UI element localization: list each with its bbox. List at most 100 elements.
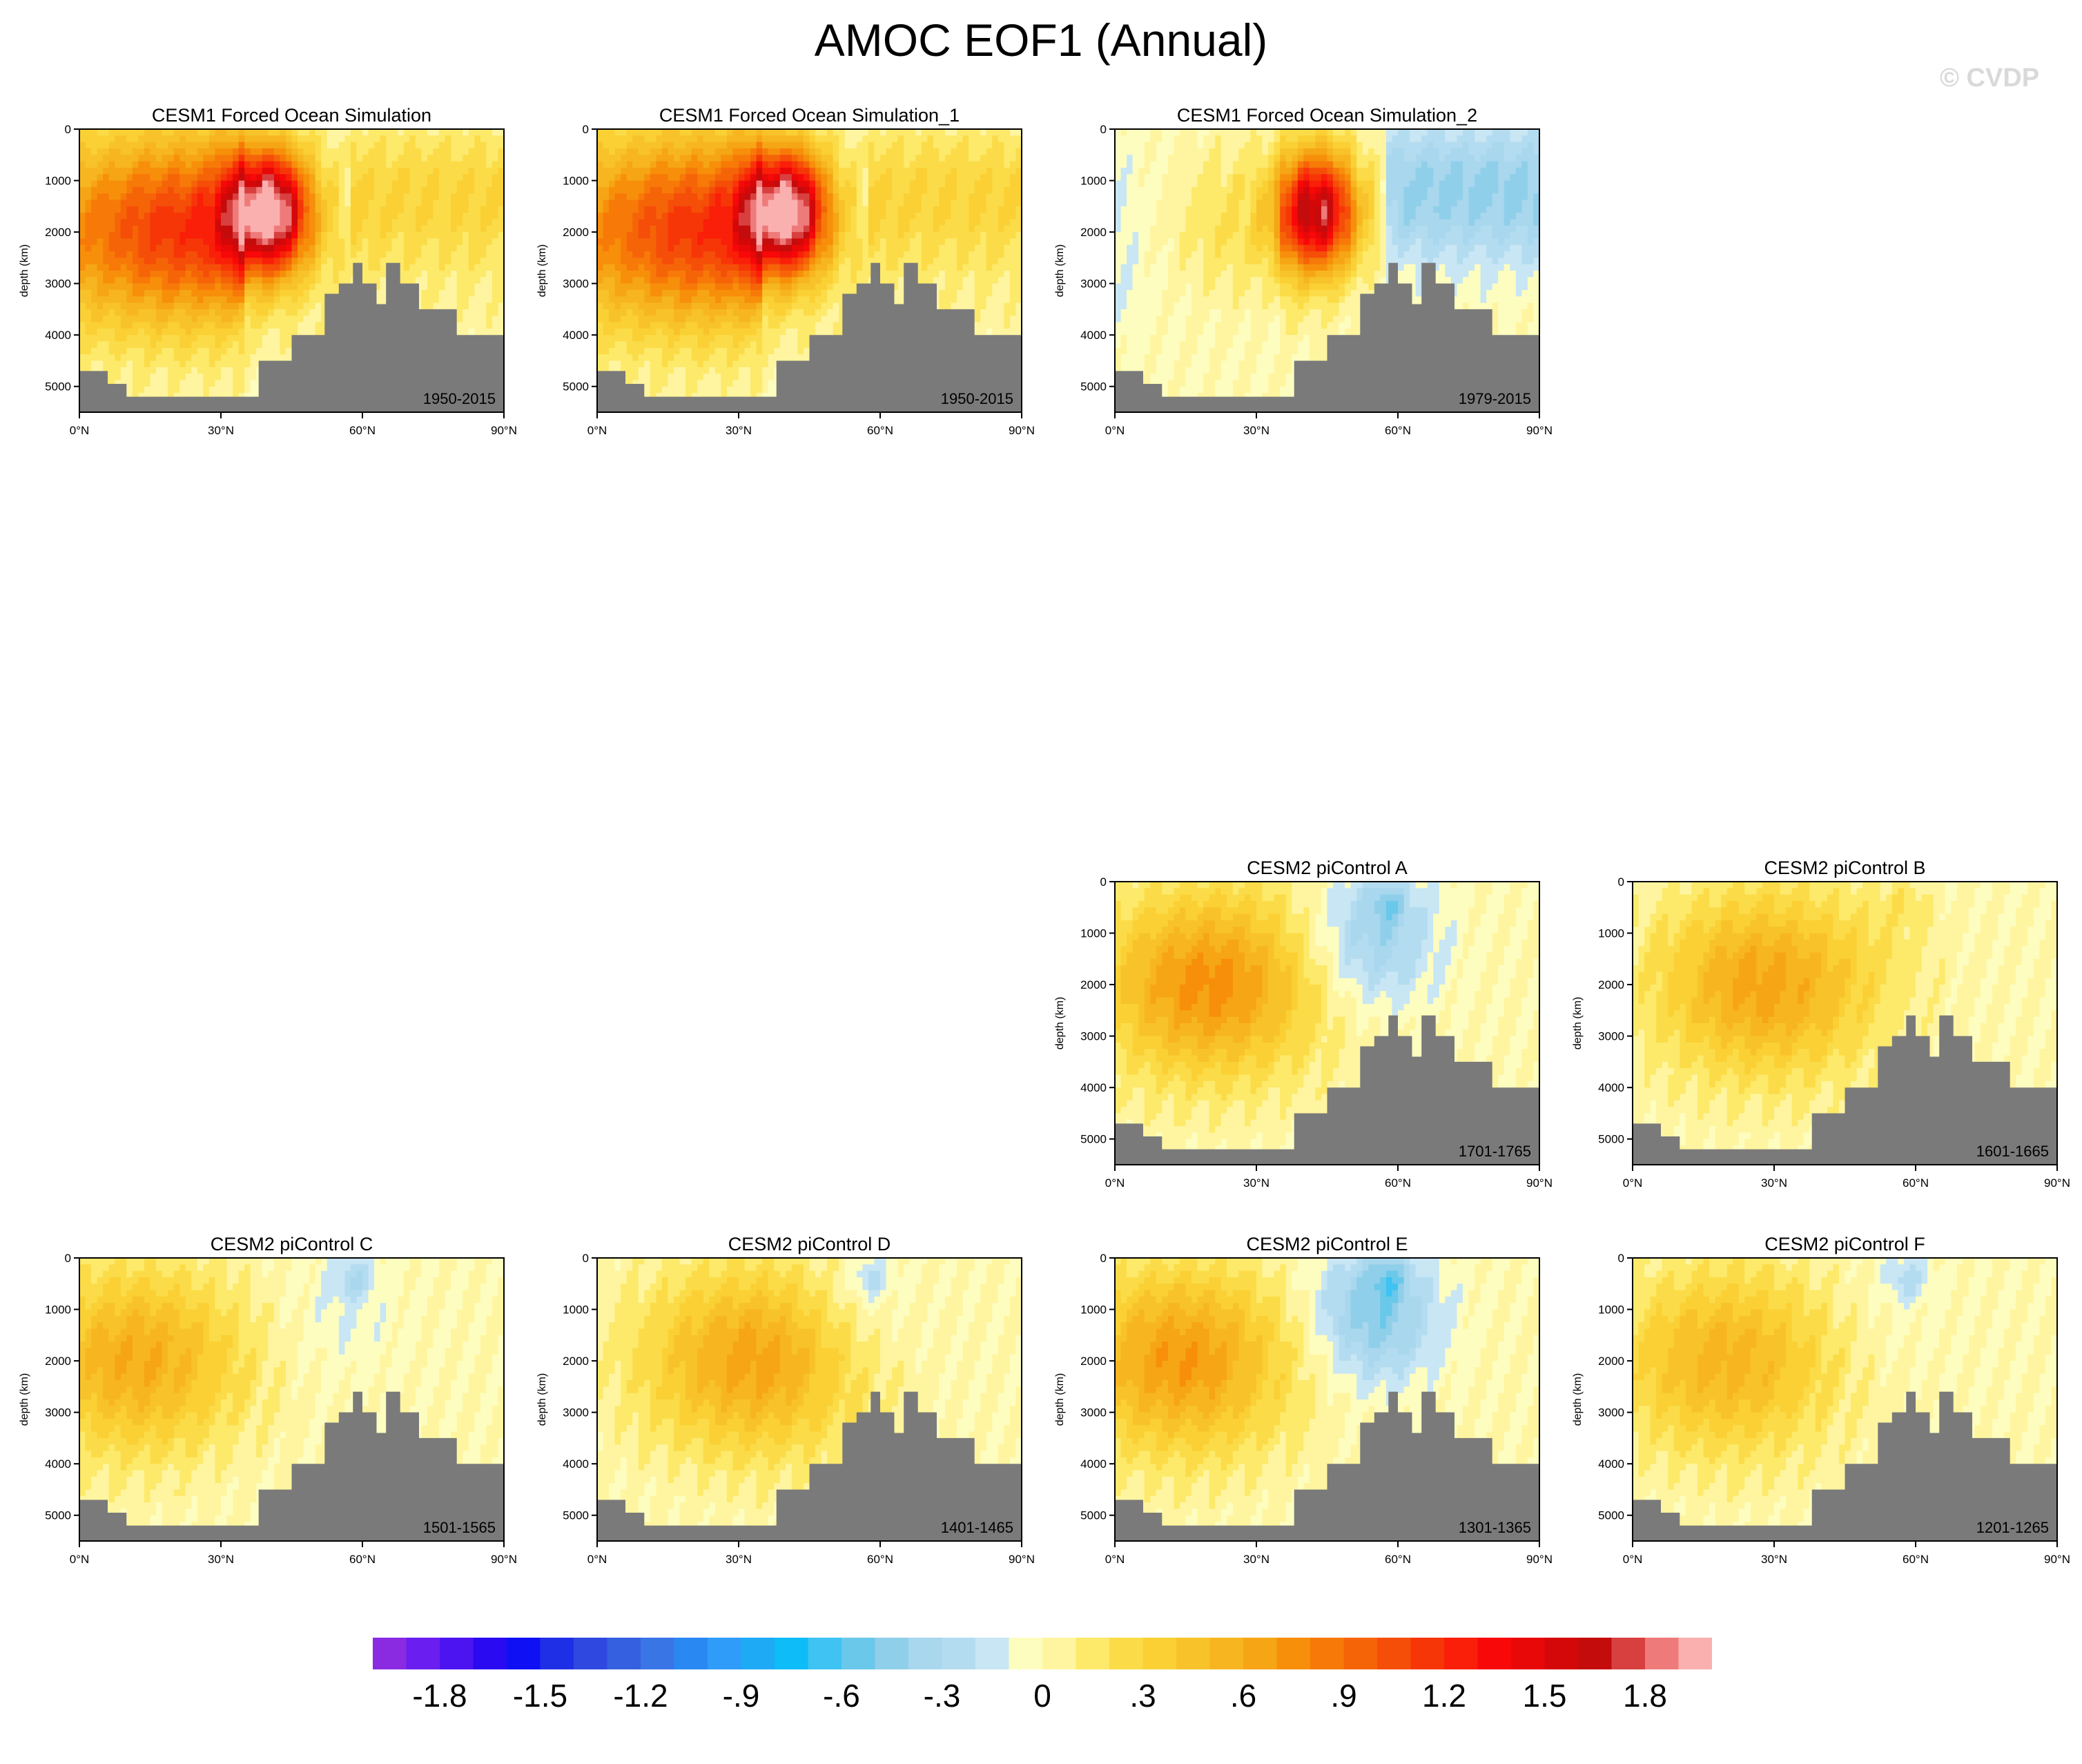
field-cell <box>79 155 86 162</box>
field-cell <box>498 148 505 155</box>
field-cell <box>732 347 739 355</box>
field-cell <box>703 232 710 240</box>
field-cell <box>668 328 674 336</box>
field-cell <box>91 309 98 316</box>
field-cell <box>626 328 633 336</box>
field-cell <box>732 277 739 284</box>
field-cell <box>768 374 775 381</box>
field-cell <box>298 238 304 246</box>
field-cell <box>632 167 639 175</box>
field-cell <box>656 186 663 194</box>
field-cell <box>132 271 139 278</box>
field-cell <box>362 167 369 175</box>
field-cell <box>356 244 363 252</box>
field-cell <box>238 180 245 188</box>
field-cell <box>445 238 451 246</box>
field-cell <box>609 316 616 323</box>
field-cell <box>162 186 168 194</box>
amoc-panel-cesm1-forced: CESM1 Forced Ocean Simulation 0 1000 2000 30… <box>7 104 525 476</box>
field-cell <box>791 283 799 291</box>
field-cell <box>638 135 645 143</box>
field-cell <box>256 129 263 136</box>
field-cell <box>427 258 434 265</box>
field-cell <box>756 142 763 149</box>
field-cell <box>344 200 351 207</box>
field-cell <box>750 354 757 362</box>
field-cell <box>703 238 710 246</box>
field-cell <box>156 264 163 271</box>
field-cell <box>115 186 121 194</box>
field-cell <box>750 328 757 336</box>
field-cell <box>126 347 133 355</box>
field-cell <box>97 347 104 355</box>
field-cell <box>679 335 686 342</box>
field-cell <box>162 367 168 374</box>
field-cell <box>456 283 463 291</box>
field-cell <box>833 129 839 136</box>
field-cell <box>126 302 133 310</box>
field-cell <box>739 316 746 323</box>
field-cell <box>714 258 721 265</box>
field-cell <box>714 244 721 252</box>
field-cell <box>309 296 316 304</box>
field-cell <box>409 167 416 175</box>
field-cell <box>203 347 210 355</box>
field-cell <box>597 347 604 355</box>
field-cell <box>285 174 293 182</box>
field-cell <box>638 180 645 188</box>
field-cell <box>280 167 286 175</box>
field-cell <box>621 193 627 201</box>
field-cell <box>226 322 233 329</box>
field-cell <box>691 264 698 271</box>
field-cell <box>721 386 728 394</box>
field-cell <box>668 180 674 188</box>
field-cell <box>185 135 192 143</box>
field-cell <box>256 167 263 175</box>
field-cell <box>750 367 757 374</box>
field-cell <box>179 309 186 316</box>
field-cell <box>291 283 298 291</box>
field-cell <box>492 167 499 175</box>
field-cell <box>315 219 322 226</box>
field-cell <box>656 129 663 136</box>
field-cell <box>732 135 739 143</box>
field-cell <box>409 206 416 213</box>
field-cell <box>750 251 757 258</box>
field-cell <box>463 213 469 220</box>
field-cell <box>809 302 816 310</box>
field-cell <box>762 186 769 194</box>
field-cell <box>632 193 639 201</box>
field-cell <box>691 251 698 258</box>
field-cell <box>632 225 639 233</box>
field-cell <box>144 180 151 188</box>
field-cell <box>391 200 398 207</box>
field-cell <box>398 155 405 162</box>
field-cell <box>244 302 251 310</box>
field-cell <box>126 129 133 136</box>
field-cell <box>632 232 639 240</box>
field-cell <box>668 135 674 143</box>
field-cell <box>679 161 686 168</box>
field-cell <box>626 225 633 233</box>
field-cell <box>451 213 458 220</box>
field-cell <box>809 200 816 207</box>
field-cell <box>238 148 245 155</box>
field-cell <box>685 251 692 258</box>
field-cell <box>409 232 416 240</box>
field-cell <box>162 354 168 362</box>
field-cell <box>226 309 233 316</box>
field-cell <box>632 328 639 336</box>
field-cell <box>262 129 269 136</box>
field-cell <box>356 142 363 149</box>
field-cell <box>427 186 434 194</box>
field-cell <box>120 309 127 316</box>
field-cell <box>226 213 233 220</box>
field-cell <box>809 219 816 226</box>
field-cell <box>262 316 269 323</box>
field-cell <box>268 328 275 336</box>
field-cell <box>226 328 233 336</box>
field-cell <box>463 225 469 233</box>
field-cell <box>244 213 251 220</box>
field-cell <box>597 289 604 297</box>
field-cell <box>132 142 139 149</box>
